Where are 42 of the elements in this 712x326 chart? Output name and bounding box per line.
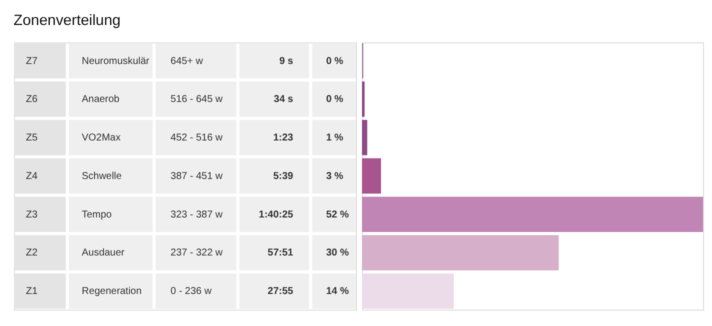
text: 323 - 387 w bbox=[170, 209, 224, 220]
y-tick-label: Z2 bbox=[26, 248, 38, 259]
y-tick-label: Z3 bbox=[26, 209, 38, 220]
text: Neuromuskulär bbox=[82, 56, 150, 67]
text: Regeneration bbox=[82, 286, 142, 298]
text: 57:51 bbox=[268, 248, 294, 259]
text: Schwelle bbox=[82, 170, 122, 182]
data-label: 0 % bbox=[326, 94, 344, 106]
bar bbox=[362, 81, 365, 117]
text: 452 - 516 w bbox=[170, 132, 224, 144]
text: 5:39 bbox=[273, 170, 294, 182]
text: 387 - 451 w bbox=[170, 170, 224, 182]
data-label: 1 % bbox=[326, 132, 344, 144]
data-label: 3 % bbox=[326, 170, 344, 182]
text: 1:23 bbox=[273, 132, 294, 144]
text: 516 - 645 w bbox=[170, 94, 224, 106]
text: 27:55 bbox=[268, 286, 294, 298]
text: 0 - 236 w bbox=[170, 286, 212, 298]
text: 34 s bbox=[274, 94, 294, 106]
bar bbox=[362, 235, 559, 270]
y-tick-label: Z4 bbox=[26, 170, 38, 182]
bar bbox=[362, 196, 704, 232]
text: 645+ w bbox=[170, 56, 204, 67]
text: 237 - 322 w bbox=[170, 248, 224, 259]
text: Zonenverteilung bbox=[13, 12, 121, 29]
y-tick-label: Z5 bbox=[26, 132, 38, 144]
text: Tempo bbox=[82, 209, 112, 220]
text: 9 s bbox=[279, 56, 294, 67]
text: Ausdauer bbox=[82, 248, 126, 259]
bar bbox=[362, 273, 454, 309]
y-tick-label: Z7 bbox=[26, 56, 38, 67]
data-label: 52 % bbox=[326, 209, 349, 220]
data-label: 0 % bbox=[326, 56, 344, 67]
bar bbox=[362, 120, 368, 156]
y-tick-label: Z6 bbox=[26, 94, 38, 106]
text: Anaerob bbox=[82, 94, 120, 106]
data-label: 30 % bbox=[326, 248, 349, 259]
y-tick-label: Z1 bbox=[26, 286, 38, 298]
bar bbox=[362, 158, 382, 194]
text: 1:40:25 bbox=[258, 209, 294, 220]
data-label: 14 % bbox=[326, 286, 349, 298]
text: VO2Max bbox=[82, 132, 121, 144]
